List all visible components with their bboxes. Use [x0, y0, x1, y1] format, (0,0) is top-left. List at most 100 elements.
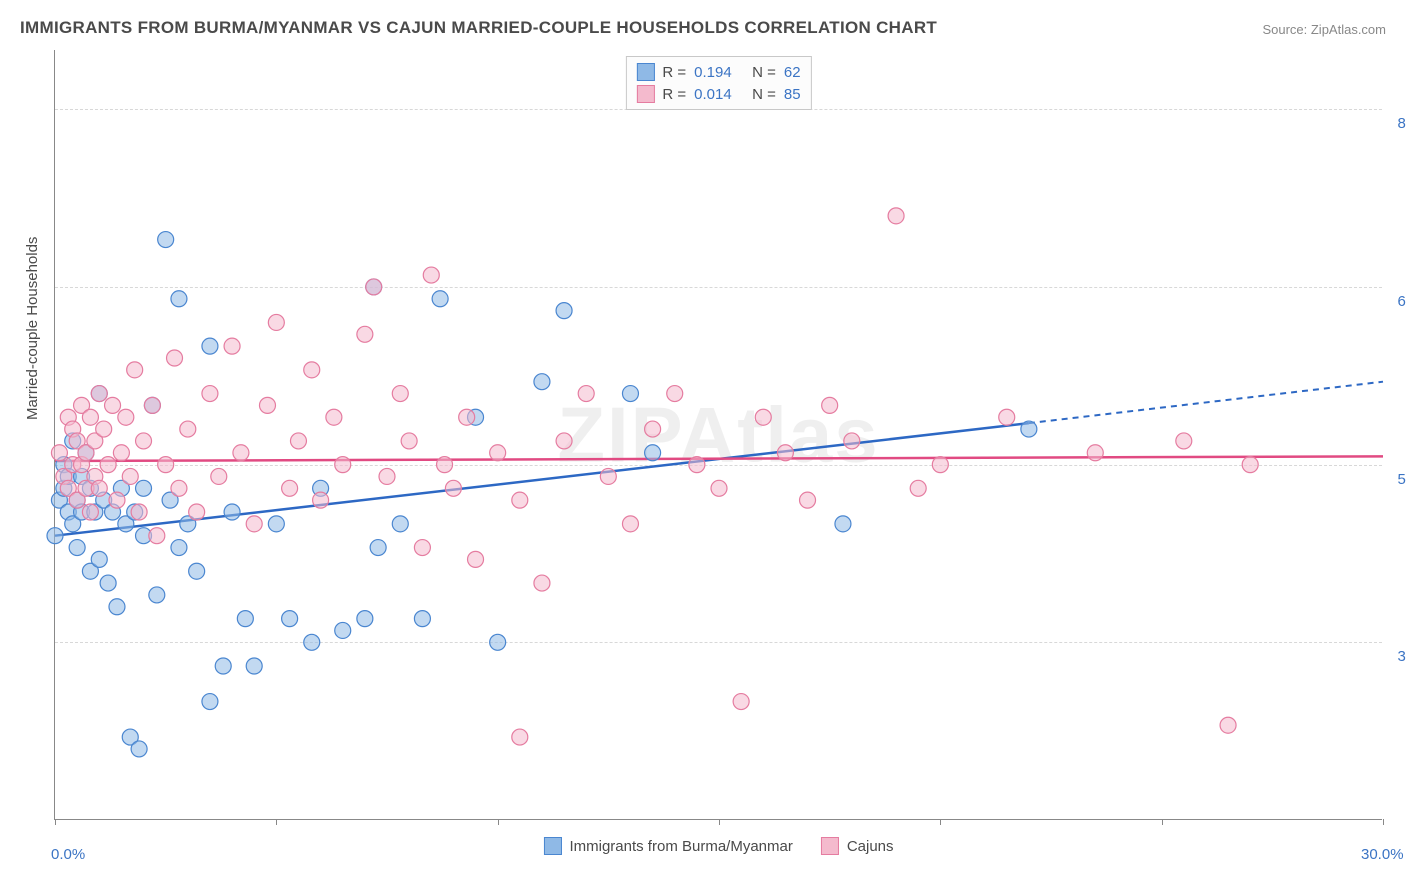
scatter-point: [91, 386, 107, 402]
scatter-point: [844, 433, 860, 449]
scatter-point: [290, 433, 306, 449]
scatter-point: [335, 457, 351, 473]
legend-swatch-1: [636, 63, 654, 81]
scatter-point: [100, 575, 116, 591]
x-tick: [719, 819, 720, 825]
scatter-point: [158, 457, 174, 473]
source-attribution: Source: ZipAtlas.com: [1262, 22, 1386, 37]
scatter-point: [313, 492, 329, 508]
scatter-point: [82, 409, 98, 425]
scatter-point: [512, 492, 528, 508]
scatter-point: [118, 409, 134, 425]
x-tick-label: 30.0%: [1361, 846, 1404, 863]
scatter-point: [1021, 421, 1037, 437]
scatter-point: [392, 386, 408, 402]
scatter-point: [202, 386, 218, 402]
scatter-points-layer: [55, 50, 1382, 819]
scatter-point: [556, 433, 572, 449]
series-legend: Immigrants from Burma/Myanmar Cajuns: [543, 837, 893, 855]
scatter-point: [1220, 717, 1236, 733]
r-label: R =: [662, 64, 686, 81]
scatter-point: [370, 540, 386, 556]
scatter-point: [357, 326, 373, 342]
scatter-point: [622, 386, 638, 402]
n-value-2: 85: [784, 86, 801, 103]
scatter-point: [414, 540, 430, 556]
scatter-point: [392, 516, 408, 532]
scatter-point: [131, 504, 147, 520]
scatter-point: [645, 445, 661, 461]
scatter-point: [1087, 445, 1103, 461]
correlation-legend: R = 0.194 N = 62 R = 0.014 N = 85: [625, 56, 811, 110]
scatter-point: [800, 492, 816, 508]
scatter-point: [304, 362, 320, 378]
scatter-point: [144, 397, 160, 413]
n-label: N =: [752, 64, 776, 81]
x-tick: [276, 819, 277, 825]
scatter-point: [69, 540, 85, 556]
scatter-point: [468, 551, 484, 567]
y-tick-label: 80.0%: [1397, 115, 1406, 132]
scatter-point: [777, 445, 793, 461]
scatter-point: [246, 658, 262, 674]
scatter-point: [1242, 457, 1258, 473]
x-tick: [1383, 819, 1384, 825]
scatter-point: [556, 303, 572, 319]
scatter-point: [835, 516, 851, 532]
scatter-point: [47, 528, 63, 544]
scatter-point: [490, 634, 506, 650]
y-axis-label: Married-couple Households: [24, 237, 41, 420]
scatter-point: [689, 457, 705, 473]
scatter-point: [445, 480, 461, 496]
legend-row-series-1: R = 0.194 N = 62: [636, 61, 800, 83]
scatter-point: [136, 433, 152, 449]
scatter-point: [282, 480, 298, 496]
scatter-point: [910, 480, 926, 496]
legend-swatch-bottom-1: [543, 837, 561, 855]
scatter-point: [755, 409, 771, 425]
source-prefix: Source:: [1262, 22, 1310, 37]
series-name-1: Immigrants from Burma/Myanmar: [569, 838, 792, 855]
scatter-point: [512, 729, 528, 745]
scatter-point: [304, 634, 320, 650]
r-label: R =: [662, 86, 686, 103]
y-tick-label: 50.0%: [1397, 471, 1406, 488]
n-value-1: 62: [784, 64, 801, 81]
scatter-point: [82, 504, 98, 520]
scatter-point: [366, 279, 382, 295]
scatter-point: [202, 338, 218, 354]
scatter-point: [534, 374, 550, 390]
scatter-point: [432, 291, 448, 307]
scatter-point: [667, 386, 683, 402]
scatter-point: [414, 611, 430, 627]
scatter-point: [999, 409, 1015, 425]
scatter-point: [211, 468, 227, 484]
scatter-point: [122, 468, 138, 484]
scatter-point: [335, 622, 351, 638]
legend-item-1: Immigrants from Burma/Myanmar: [543, 837, 792, 855]
legend-swatch-bottom-2: [821, 837, 839, 855]
scatter-point: [600, 468, 616, 484]
y-tick-label: 35.0%: [1397, 648, 1406, 665]
y-tick-label: 65.0%: [1397, 293, 1406, 310]
scatter-point: [326, 409, 342, 425]
scatter-point: [578, 386, 594, 402]
series-name-2: Cajuns: [847, 838, 894, 855]
scatter-point: [149, 587, 165, 603]
scatter-point: [136, 480, 152, 496]
source-link[interactable]: ZipAtlas.com: [1311, 22, 1386, 37]
legend-row-series-2: R = 0.014 N = 85: [636, 83, 800, 105]
x-tick: [498, 819, 499, 825]
scatter-point: [51, 445, 67, 461]
scatter-point: [282, 611, 298, 627]
scatter-point: [91, 551, 107, 567]
legend-item-2: Cajuns: [821, 837, 894, 855]
scatter-point: [237, 611, 253, 627]
scatter-point: [379, 468, 395, 484]
scatter-point: [224, 504, 240, 520]
scatter-point: [158, 232, 174, 248]
scatter-point: [167, 350, 183, 366]
scatter-point: [357, 611, 373, 627]
scatter-point: [113, 445, 129, 461]
scatter-point: [224, 338, 240, 354]
